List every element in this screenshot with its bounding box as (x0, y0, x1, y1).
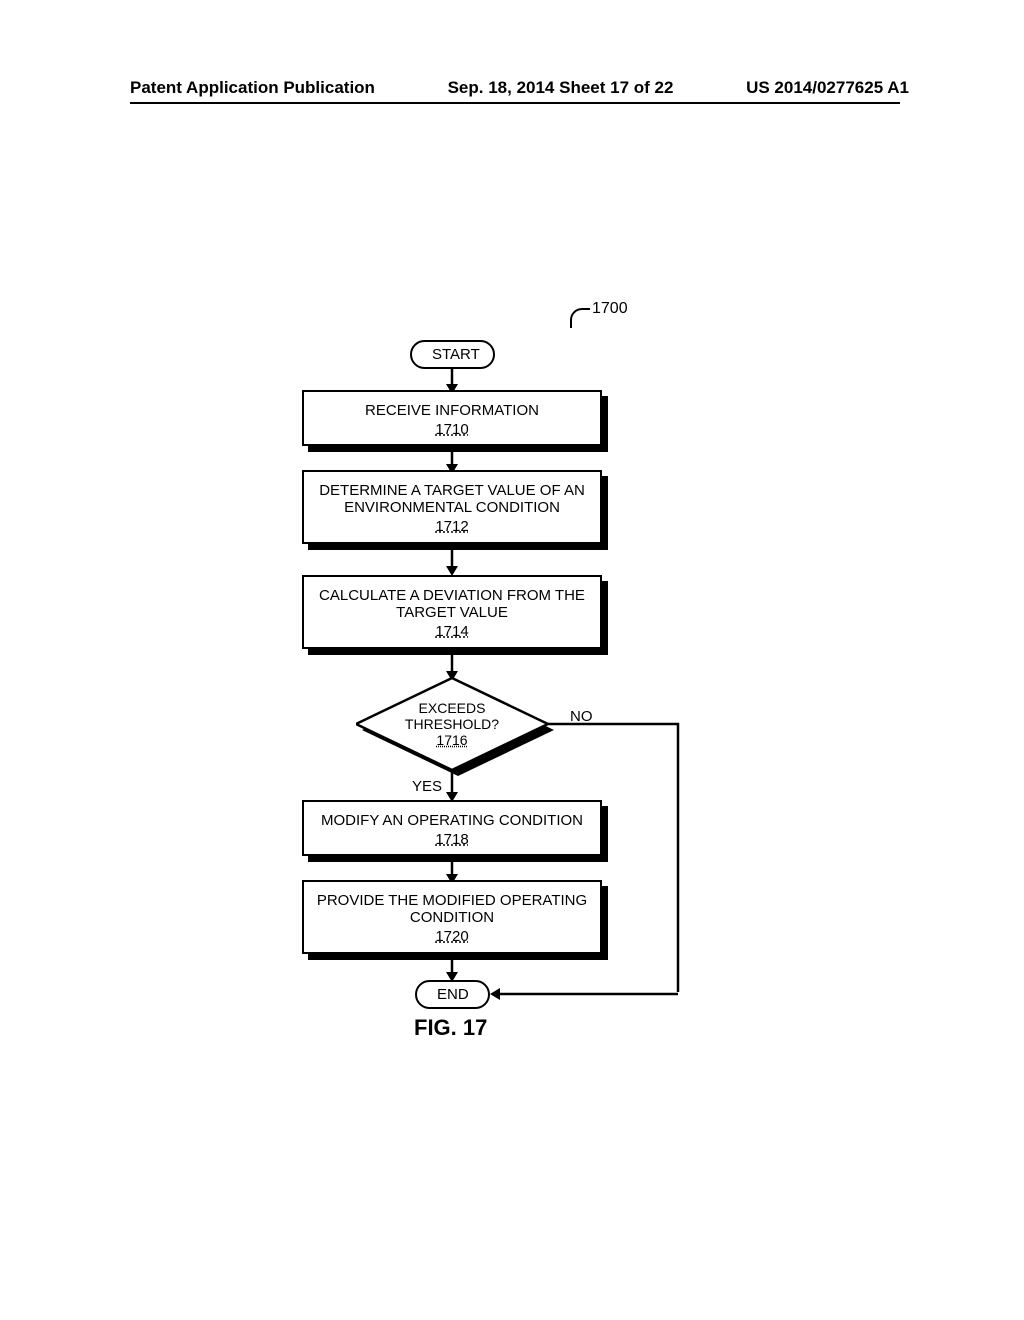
header-left: Patent Application Publication (130, 78, 375, 98)
process-1714-ref: 1714 (312, 623, 592, 640)
process-1720-ref: 1720 (312, 928, 592, 945)
process-1710-ref: 1710 (312, 421, 592, 438)
header-right: US 2014/0277625 A1 (746, 78, 909, 98)
process-1714: CALCULATE A DEVIATION FROM THE TARGET VA… (302, 575, 602, 649)
process-1712-text: DETERMINE A TARGET VALUE OF AN ENVIRONME… (319, 482, 585, 516)
arrow-1720-to-end (446, 956, 458, 982)
start-terminal: START (410, 340, 495, 369)
arrow-1712-to-1714 (446, 546, 458, 576)
decision-1716-text: EXCEEDS THRESHOLD? (387, 700, 517, 732)
figure-label: FIG. 17 (414, 1015, 487, 1041)
decision-text-wrap: EXCEEDS THRESHOLD? 1716 (356, 676, 548, 772)
process-1714-text: CALCULATE A DEVIATION FROM THE TARGET VA… (319, 587, 585, 621)
decision-1716: EXCEEDS THRESHOLD? 1716 (356, 676, 548, 776)
process-1718: MODIFY AN OPERATING CONDITION 1718 (302, 800, 602, 856)
header-center: Sep. 18, 2014 Sheet 17 of 22 (448, 78, 674, 98)
flowchart-ref-label: 1700 (592, 300, 628, 318)
end-terminal: END (415, 980, 490, 1009)
no-path-arrow (490, 988, 690, 1000)
process-1720: PROVIDE THE MODIFIED OPERATING CONDITION… (302, 880, 602, 954)
decision-1716-ref: 1716 (436, 732, 467, 748)
process-1710-text: RECEIVE INFORMATION (365, 402, 539, 419)
process-1718-text: MODIFY AN OPERATING CONDITION (321, 812, 583, 829)
process-1710: RECEIVE INFORMATION 1710 (302, 390, 602, 446)
process-1720-text: PROVIDE THE MODIFIED OPERATING CONDITION (317, 892, 587, 926)
process-1712: DETERMINE A TARGET VALUE OF AN ENVIRONME… (302, 470, 602, 544)
end-label: END (437, 986, 469, 1003)
ref-leader-curve (570, 308, 590, 328)
process-1712-ref: 1712 (312, 518, 592, 535)
header-rule (130, 102, 900, 104)
arrow-1716-to-1718 (446, 770, 458, 802)
process-1718-ref: 1718 (312, 831, 592, 848)
branch-yes-label: YES (412, 778, 442, 795)
page-header: Patent Application Publication Sep. 18, … (0, 78, 1024, 98)
start-label: START (432, 346, 480, 363)
